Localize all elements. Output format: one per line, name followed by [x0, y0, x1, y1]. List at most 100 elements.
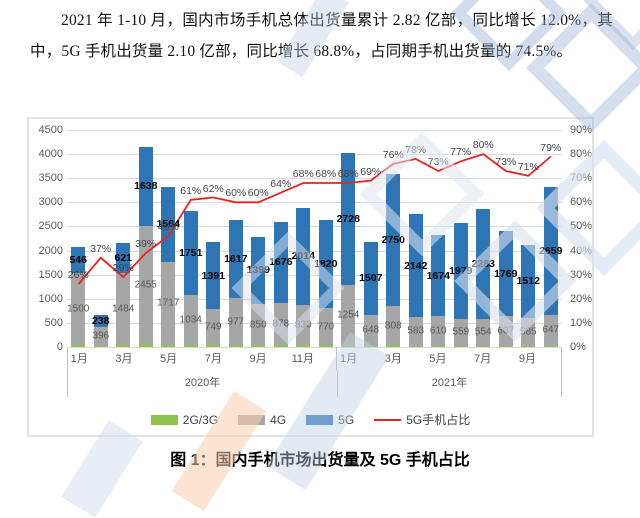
- data-label-4g: 830: [294, 319, 312, 331]
- line-data-label: 46%: [157, 221, 179, 234]
- data-label-4g: 1484: [112, 303, 135, 315]
- month-tick-cell: 7月: [474, 353, 492, 365]
- line-data-label: 37%: [90, 242, 112, 255]
- year-group-label: 2020年: [67, 371, 337, 397]
- bar-segment-2g3g: [431, 345, 446, 347]
- data-label-4g: 850: [249, 319, 267, 331]
- left-axis-tick-label: 1000: [38, 292, 63, 305]
- line-data-label: 39%: [135, 237, 157, 250]
- right-axis-tick-label: 10%: [570, 316, 593, 329]
- bar-segment-5g: [521, 244, 536, 318]
- right-axis-tick-label: 80%: [570, 148, 593, 161]
- data-label-4g: 749: [204, 321, 222, 333]
- bar-segment-2g3g: [183, 345, 198, 347]
- line-data-label: 76%: [382, 148, 404, 161]
- data-label-5g: 2750: [381, 233, 405, 246]
- data-label-4g: 977: [227, 316, 245, 327]
- bar-segment-5g: [543, 186, 558, 315]
- right-axis-tick-label: 90%: [570, 124, 593, 136]
- gridline: [67, 322, 562, 324]
- data-label-4g: 1717: [157, 297, 180, 309]
- line-data-label: 26%: [67, 269, 89, 282]
- bar-segment-5g: [318, 220, 333, 308]
- month-tick-cell: [135, 347, 157, 371]
- bar-segment-4g: [431, 316, 446, 346]
- data-label-5g: 1676: [269, 256, 293, 269]
- bar-segment-4g: [116, 273, 131, 345]
- right-axis-tick-label: 20%: [570, 292, 593, 305]
- bar-segment-2g3g: [71, 345, 86, 347]
- month-tick-cell: [404, 347, 426, 371]
- gridline: [67, 226, 562, 228]
- bar-segment-5g: [206, 242, 221, 310]
- bar-segment-4g: [206, 309, 221, 346]
- right-axis-tick-label: 50%: [570, 220, 593, 233]
- month-tick-cell: 1月: [67, 347, 90, 371]
- gridline: [67, 298, 562, 300]
- data-label-4g: 878: [272, 318, 290, 330]
- bar-segment-2g3g: [521, 345, 536, 347]
- data-label-4g: 1034: [179, 314, 202, 326]
- data-label-4g: 554: [474, 326, 492, 338]
- data-label-5g: 2283: [471, 258, 495, 271]
- data-label-5g: 2728: [336, 212, 360, 225]
- bar-segment-4g: [161, 262, 176, 345]
- bar-segment-4g: [386, 306, 401, 346]
- bar-segment-5g: [228, 220, 243, 298]
- bar-segment-2g3g: [251, 345, 266, 347]
- bar-segment-2g3g: [93, 345, 108, 347]
- data-label-5g: 546: [69, 253, 88, 266]
- bar-segment-5g: [161, 186, 176, 263]
- bar-segment-4g: [453, 318, 468, 346]
- bar-segment-2g3g: [341, 345, 356, 347]
- data-label-4g: 610: [429, 325, 447, 337]
- bar-segment-4g: [476, 319, 491, 346]
- data-label-5g: 1638: [134, 180, 158, 193]
- month-tick-cell: 1月: [336, 347, 359, 371]
- bar-segment-5g: [476, 209, 491, 320]
- data-label-5g: 1751: [179, 246, 203, 259]
- legend-item-5g-share: 5G手机占比: [374, 411, 470, 428]
- legend-label-5g-share: 5G手机占比: [406, 413, 471, 427]
- bar-segment-4g: [93, 326, 108, 346]
- legend-label-5g: 5G: [338, 412, 355, 427]
- month-tick-cell: [180, 347, 202, 371]
- month-tick-cell: [90, 347, 112, 371]
- left-axis-tick-label: 3500: [38, 172, 63, 185]
- left-axis-tick-label: 0: [56, 341, 63, 353]
- right-axis-tick-label: 60%: [570, 196, 593, 209]
- bar-segment-4g: [498, 316, 513, 346]
- bar-segment-2g3g: [498, 345, 513, 347]
- data-label-4g: 607: [497, 325, 515, 337]
- bar-segment-2g3g: [116, 344, 131, 347]
- bar-segment-5g: [273, 221, 288, 303]
- left-axis-tick-label: 4500: [38, 124, 63, 136]
- line-data-label: 60%: [225, 187, 247, 200]
- left-axis-tick-label: 2500: [38, 220, 63, 233]
- bar-segment-5g: [431, 235, 446, 317]
- gridline: [67, 347, 562, 348]
- bar-segment-5g: [183, 210, 198, 296]
- bar-segment-2g3g: [138, 344, 153, 347]
- line-data-label: 78%: [405, 143, 427, 156]
- right-axis-tick-label: 70%: [570, 172, 593, 185]
- chart-panel: 1500 546 396 238 1484 621 2455 1638 1717 1564 1034…: [27, 117, 594, 437]
- gridline: [67, 154, 562, 156]
- data-label-4g: 1254: [337, 309, 360, 321]
- month-tick-cell: [314, 347, 336, 371]
- legend-label-2g3g: 2G/3G: [182, 412, 219, 427]
- bar-segment-5g: [251, 236, 266, 305]
- gridline: [67, 178, 562, 180]
- data-label-5g: 1617: [224, 252, 248, 265]
- month-tick-cell: [539, 347, 562, 371]
- data-label-4g: 647: [542, 324, 560, 336]
- gridline: [67, 274, 562, 276]
- line-data-label: 62%: [202, 182, 224, 195]
- month-tick-cell: 3月: [115, 353, 133, 365]
- right-axis-tick-label: 0%: [570, 341, 586, 353]
- bar-segment-4g: [273, 302, 288, 346]
- month-tick-cell: 7月: [204, 353, 222, 365]
- data-label-5g: 1512: [516, 275, 540, 288]
- month-tick-cell: [269, 347, 291, 371]
- bar-segment-5g: [386, 173, 401, 307]
